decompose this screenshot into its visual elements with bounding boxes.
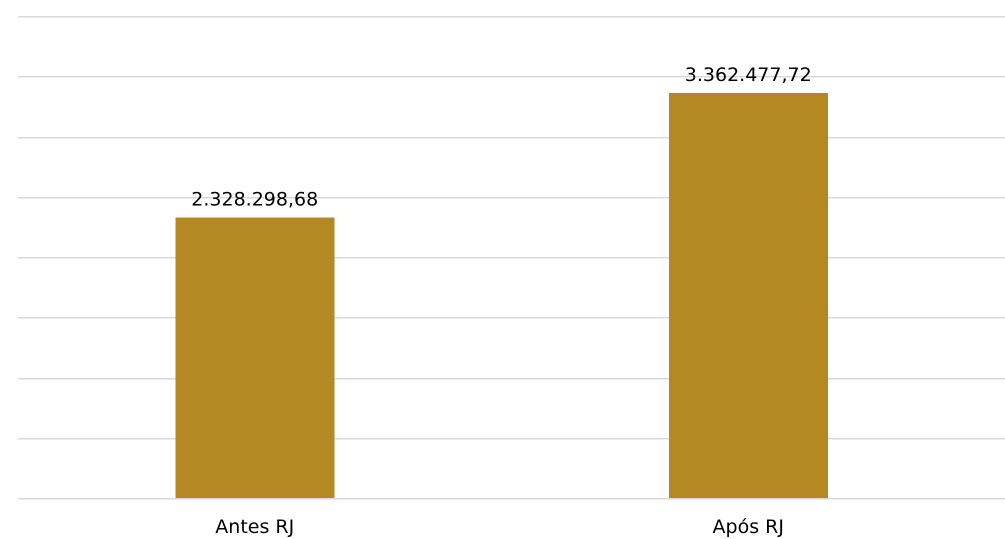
bars: [175, 92, 828, 498]
category-label: Antes RJ: [215, 516, 294, 538]
category-label: Após RJ: [713, 516, 784, 538]
gridlines: [18, 15, 1005, 440]
data-label: 2.328.298,68: [191, 188, 318, 210]
bar: [668, 92, 828, 498]
data-labels: 2.328.298,68 3.362.477,72: [191, 64, 811, 211]
x-axis: Antes RJ Após RJ: [18, 497, 1005, 538]
data-label: 3.362.477,72: [685, 64, 812, 86]
bar: [175, 217, 335, 498]
